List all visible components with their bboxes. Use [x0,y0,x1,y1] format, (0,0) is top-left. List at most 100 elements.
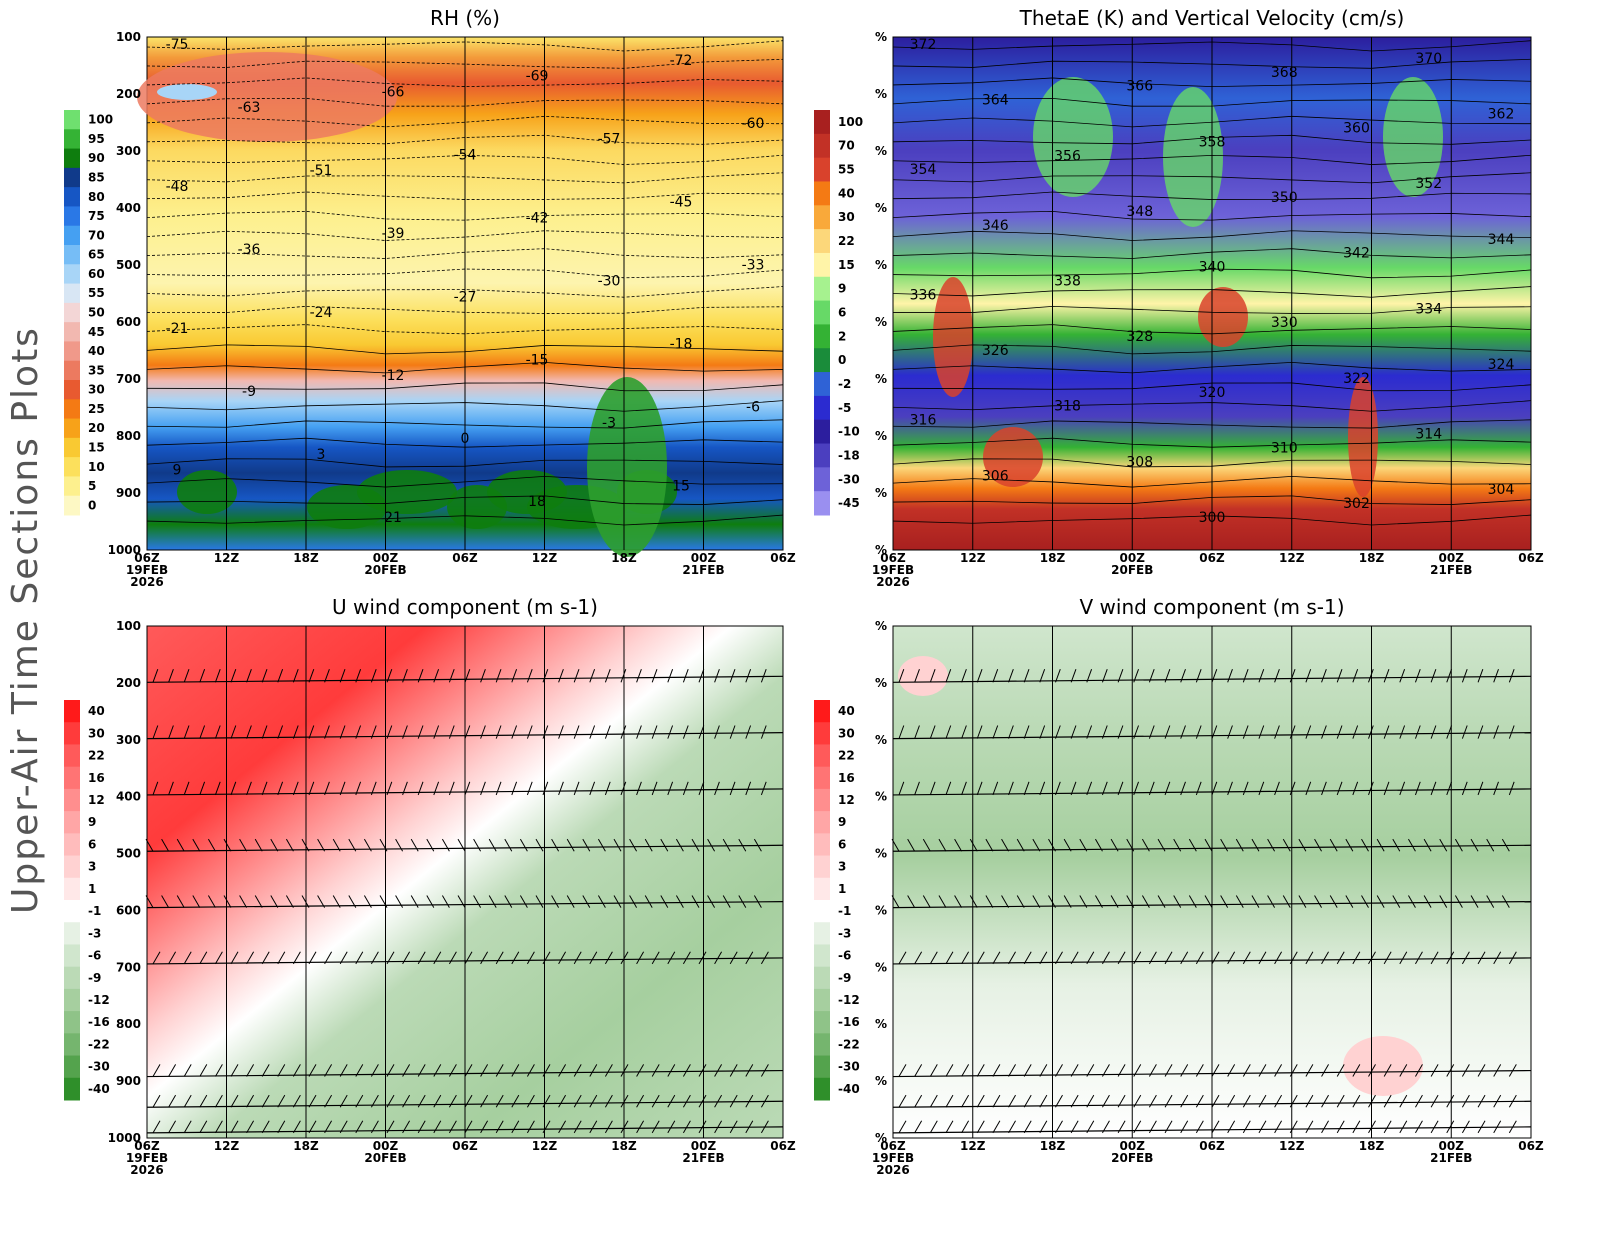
wind-barb [1408,838,1416,852]
wind-barb [1321,1120,1329,1134]
wind-barb [152,668,159,683]
wind-barb [542,1120,551,1134]
contour-line [892,324,1532,335]
wind-barb [1415,1064,1423,1077]
wind-barb [1173,838,1182,852]
wind-barb [1336,951,1345,965]
wind-barb [1195,1120,1204,1134]
wind-barb [324,951,333,965]
wind-barb [168,781,174,796]
wind-barb [907,895,916,908]
wind-barb [1157,895,1166,908]
wind-barb [636,1094,645,1108]
y-axis-label: 600 [116,903,141,917]
wind-barb [597,838,606,852]
contour-label: 354 [910,162,937,178]
y-axis-label: % [875,486,887,500]
wind-barb [1446,725,1453,739]
wind-barb [582,838,591,852]
colorbar-swatch [64,360,80,381]
wind-barb [1321,725,1327,739]
wind-barb [714,1120,723,1134]
wind-barb [239,838,248,852]
wind-barb [707,838,716,852]
wind-barb [961,1094,970,1108]
wind-barb [898,1064,907,1077]
colorbar-swatch [64,1077,80,1101]
wind-barb [1023,725,1030,739]
wind-barb [992,1064,1001,1077]
contour-label: 0 [461,431,470,447]
wind-barb [1376,838,1385,852]
wind-barb [682,1120,691,1134]
wind-barb [1001,838,1009,852]
wind-barb [426,895,435,908]
colorbar-swatch [64,167,80,188]
colorbar-swatch [64,110,80,130]
wind-barb [1117,951,1126,965]
contour-label: 328 [1126,329,1153,345]
wind-barb [1383,781,1390,796]
x-tick-label: 00Z [1120,1139,1146,1153]
wind-barb [1117,668,1124,683]
contour-line [892,230,1532,241]
wind-barb [464,951,473,965]
colorbar-label: 0 [88,498,96,512]
wind-barb [1430,781,1437,796]
colorbar-swatch [64,264,80,285]
wind-barb [1446,781,1453,796]
wind-barb [1148,951,1157,965]
wind-barb [604,668,611,683]
wind-barb [660,838,669,852]
wind-barb [589,1064,598,1077]
y-axis-label: 600 [116,315,141,329]
wind-barb [745,1094,754,1108]
x-tick-label: 18Z [1359,551,1385,565]
colorbar-swatch [64,206,80,227]
wind-barb [1508,781,1515,796]
barb-row [892,675,1532,683]
wind-barb [270,838,279,852]
wind-barb [526,951,535,965]
colorbar-label: 85 [88,171,105,185]
wind-barb [1477,1094,1486,1108]
contour-line [146,382,784,392]
barb-row [146,1069,784,1078]
colorbar-label: 30 [88,383,105,397]
wind-barb [1414,668,1421,683]
wind-barb [386,781,393,796]
wind-barb [745,1064,754,1077]
wind-barb [448,951,457,965]
wind-barb [1383,725,1390,739]
wind-barb [526,1094,535,1108]
wind-barb [1101,725,1108,739]
colorbar-swatch [814,133,830,159]
wind-barb [214,668,221,683]
colorbar-label: -1 [838,904,851,918]
wind-barb [620,1064,629,1077]
wind-barb [402,951,411,965]
contour-label: -24 [310,305,333,321]
y-axis-label: % [875,847,887,861]
colorbar-label: -9 [88,971,101,985]
wind-barb [246,725,252,739]
wind-barb [1227,1120,1236,1134]
figure-title: Upper-Air Time Sections Plots [5,326,46,914]
x-date-label: 20FEB [364,1151,406,1165]
wind-barb [1117,1094,1126,1108]
wind-barb [1289,951,1298,965]
wind-barb [698,781,705,796]
wind-barb [433,1064,442,1077]
wind-barb [1508,1064,1517,1077]
wind-barb [308,951,317,965]
wind-barb [1086,725,1093,739]
wind-barb [1133,1120,1142,1134]
wind-barb [199,951,208,965]
colorbar-swatch [814,855,830,879]
wind-barb [914,668,920,683]
wind-barb [1336,1120,1345,1134]
contour-line [146,77,784,87]
wind-barb [1063,895,1072,908]
wind-barb [582,895,591,908]
wind-barb [729,951,738,965]
